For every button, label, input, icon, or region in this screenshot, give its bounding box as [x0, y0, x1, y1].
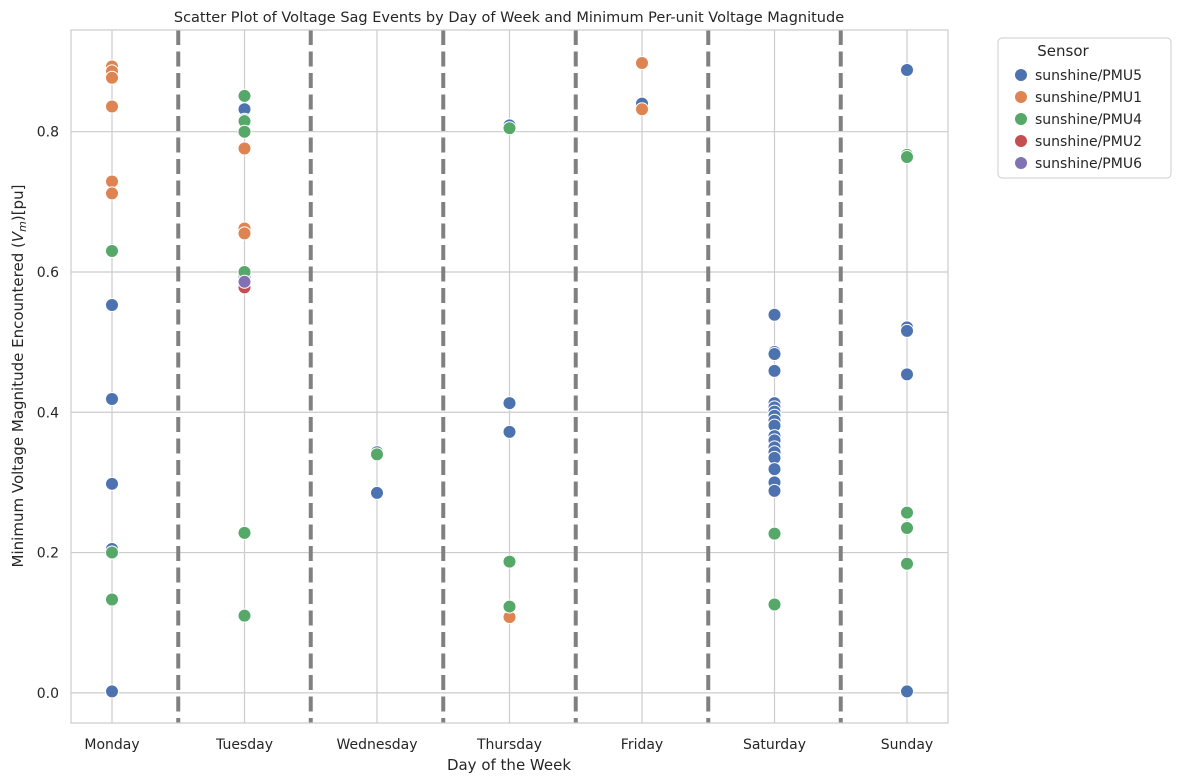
data-point	[900, 323, 914, 338]
x-tick-label: Sunday	[881, 737, 933, 753]
data-point	[105, 545, 119, 560]
legend-label: sunshine/PMU2	[1035, 134, 1142, 150]
data-point	[767, 462, 782, 477]
legend-label: sunshine/PMU1	[1035, 90, 1142, 106]
x-axis-ticks: Monday Tuesday Wednesday Thursday Friday Satu…	[84, 737, 933, 753]
data-point	[237, 608, 252, 623]
y-axis-label-prefix: Minimum Voltage Magnitude Encountered (	[9, 242, 27, 567]
y-tick-label: 0.2	[37, 546, 59, 562]
data-point	[237, 525, 252, 540]
legend-title: Sensor	[1037, 42, 1089, 60]
y-tick-label: 0.4	[37, 405, 59, 421]
x-tick-label: Tuesday	[215, 737, 273, 753]
data-point	[370, 485, 384, 500]
legend: Sensor sunshine/PMU5sunshine/PMU1sunshin…	[997, 37, 1172, 179]
y-axis-label-subscript: m	[16, 221, 29, 232]
x-tick-label: Thursday	[476, 737, 542, 753]
legend-frame	[997, 37, 1172, 179]
y-axis-label-suffix: )[pu]	[9, 185, 27, 222]
chart-title: Scatter Plot of Voltage Sag Events by Da…	[174, 10, 844, 26]
data-point	[900, 149, 914, 164]
data-point	[237, 274, 252, 289]
data-point	[237, 226, 252, 241]
x-tick-label: Wednesday	[336, 737, 417, 753]
grid-lines	[71, 30, 948, 723]
data-point	[105, 243, 119, 258]
data-point	[502, 424, 517, 439]
data-point	[767, 526, 782, 541]
legend-marker	[1014, 156, 1028, 170]
y-tick-label: 0.0	[37, 686, 59, 702]
data-point	[900, 521, 914, 536]
legend-label: sunshine/PMU6	[1035, 156, 1142, 172]
legend-label: sunshine/PMU5	[1035, 68, 1142, 84]
data-point	[105, 684, 119, 699]
y-tick-label: 0.6	[37, 265, 59, 281]
data-point	[105, 99, 119, 114]
legend-items: sunshine/PMU5 sunshine/PMU1 sunshine/PMU4 s…	[1014, 68, 1142, 172]
data-point	[767, 363, 782, 378]
legend-marker	[1014, 134, 1028, 148]
data-point	[767, 483, 782, 498]
y-axis-label-variable: V	[9, 230, 27, 242]
data-point	[105, 391, 119, 406]
data-point	[105, 297, 119, 312]
data-point	[237, 88, 252, 103]
data-point	[635, 55, 649, 70]
legend-marker	[1014, 112, 1028, 126]
x-tick-label: Friday	[621, 737, 663, 753]
data-point	[502, 396, 517, 411]
data-point	[502, 599, 517, 614]
data-point	[105, 70, 119, 85]
data-point	[767, 307, 782, 322]
x-tick-label: Saturday	[743, 737, 806, 753]
data-points	[105, 55, 914, 699]
data-point	[767, 347, 782, 362]
legend-marker	[1014, 68, 1028, 82]
data-point	[900, 684, 914, 699]
data-point	[105, 592, 119, 607]
data-point	[237, 124, 252, 139]
data-point	[502, 554, 517, 569]
plot-frame	[70, 29, 949, 724]
data-point	[900, 505, 914, 520]
y-axis-label: Minimum Voltage Magnitude Encountered (V…	[9, 185, 29, 568]
data-point	[370, 447, 384, 462]
data-point	[767, 597, 782, 612]
legend-label: sunshine/PMU4	[1035, 112, 1142, 128]
data-point	[105, 174, 119, 189]
day-separators	[176, 30, 843, 723]
x-tick-label: Monday	[84, 737, 139, 753]
legend-marker	[1014, 90, 1028, 104]
data-point	[105, 476, 119, 491]
data-point	[635, 102, 649, 117]
data-point	[900, 367, 914, 382]
y-tick-label: 0.8	[37, 125, 59, 141]
y-axis-ticks: 0.0 0.2 0.4 0.6 0.8	[37, 125, 59, 702]
data-point	[900, 62, 914, 77]
data-point	[105, 186, 119, 201]
x-axis-label: Day of the Week	[447, 756, 571, 774]
plot-area	[70, 29, 949, 724]
data-point	[900, 556, 914, 571]
data-point	[237, 141, 252, 156]
data-point	[502, 121, 517, 136]
